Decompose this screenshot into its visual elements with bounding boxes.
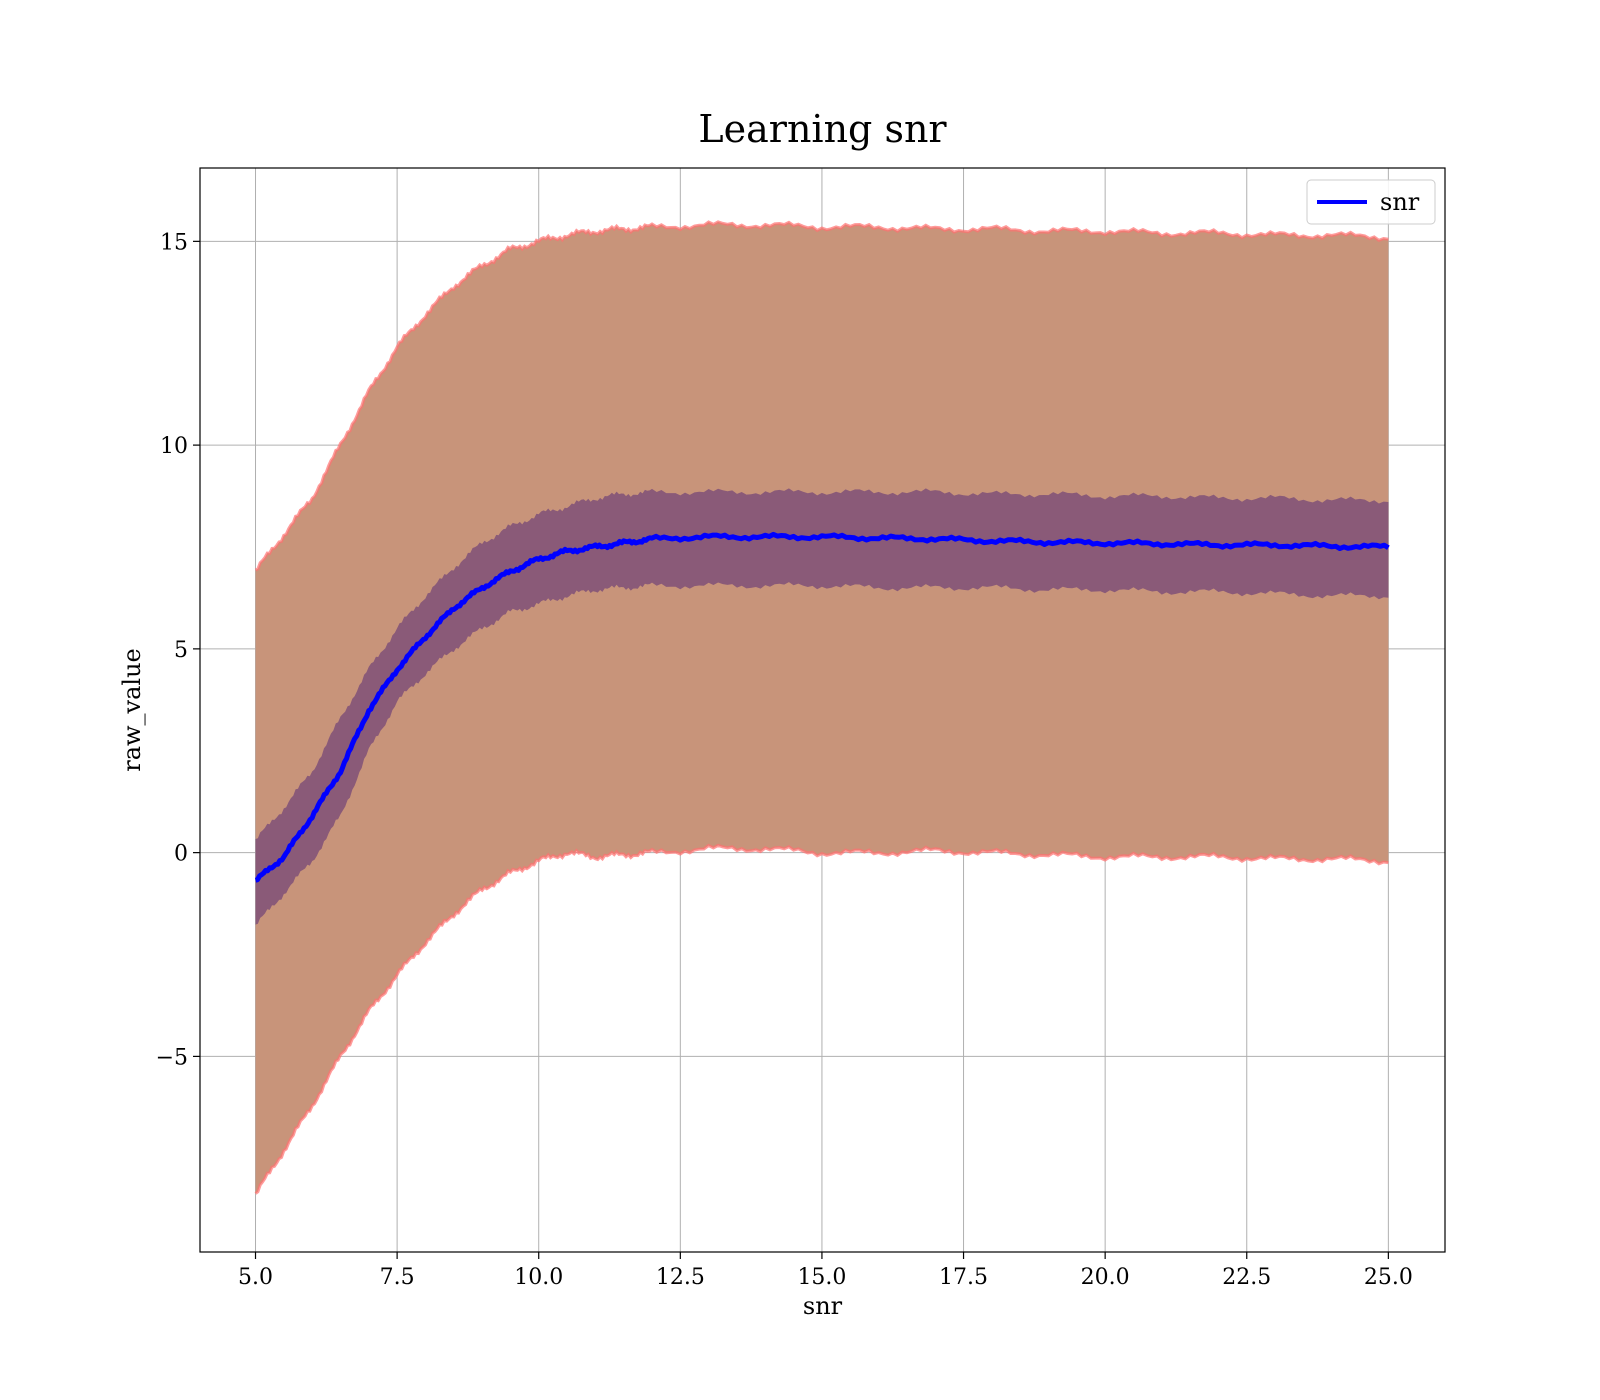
x-tick-label: 15.0 <box>797 1265 846 1290</box>
x-tick-label: 12.5 <box>656 1265 705 1290</box>
x-tick-label: 17.5 <box>939 1265 988 1290</box>
y-tick-label: 0 <box>174 842 188 867</box>
band-outer-lower-edge <box>254 843 1389 1195</box>
band-outer-upper-edge <box>254 220 1389 572</box>
tick-layer: 5.0 7.5 10.0 12.5 15.0 17.5 20.0 22.5 25.0 −5 0 5 10… <box>156 230 1413 1290</box>
x-tick-label: 25.0 <box>1364 1265 1413 1290</box>
x-tick-label: 20.0 <box>1081 1265 1130 1290</box>
band-outer <box>255 221 1389 1194</box>
x-axis-label: snr <box>803 1292 843 1320</box>
legend-label-snr: snr <box>1380 188 1420 216</box>
y-tick-label: 5 <box>174 638 188 663</box>
line-layer <box>254 531 1390 883</box>
x-tick-label: 5.0 <box>238 1265 273 1290</box>
y-axis-label: raw_value <box>118 648 146 772</box>
series-line-snr <box>254 531 1390 883</box>
legend: snr <box>1306 179 1436 225</box>
chart-title: Learning snr <box>698 107 947 151</box>
legend-box <box>1306 179 1436 225</box>
y-tick-label: 10 <box>160 434 188 459</box>
y-tick-label: −5 <box>156 1045 188 1070</box>
y-tick-label: 15 <box>160 230 188 255</box>
x-tick-label: 10.0 <box>514 1265 563 1290</box>
x-tick-label: 7.5 <box>380 1265 415 1290</box>
x-tick-label: 22.5 <box>1222 1265 1271 1290</box>
band-layer <box>254 220 1389 1195</box>
band-inner <box>255 488 1389 925</box>
